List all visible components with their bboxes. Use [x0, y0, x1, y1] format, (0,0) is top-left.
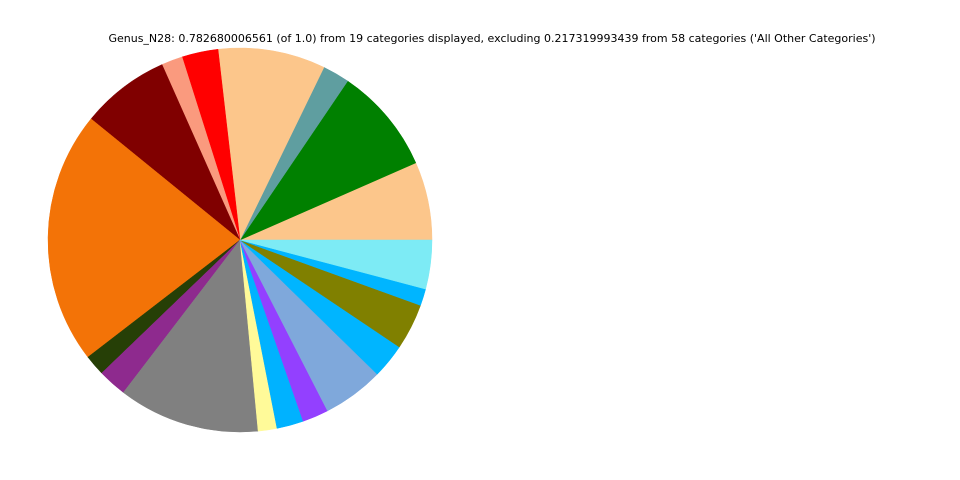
- pie-slice: [239, 239, 433, 290]
- pie-slice: [217, 47, 325, 241]
- pie-slice: [239, 80, 417, 241]
- pie-slice: [123, 239, 259, 433]
- chart-title: Genus_N28: 0.782680006561 (of 1.0) from …: [108, 32, 875, 45]
- pie-slice: [47, 118, 241, 358]
